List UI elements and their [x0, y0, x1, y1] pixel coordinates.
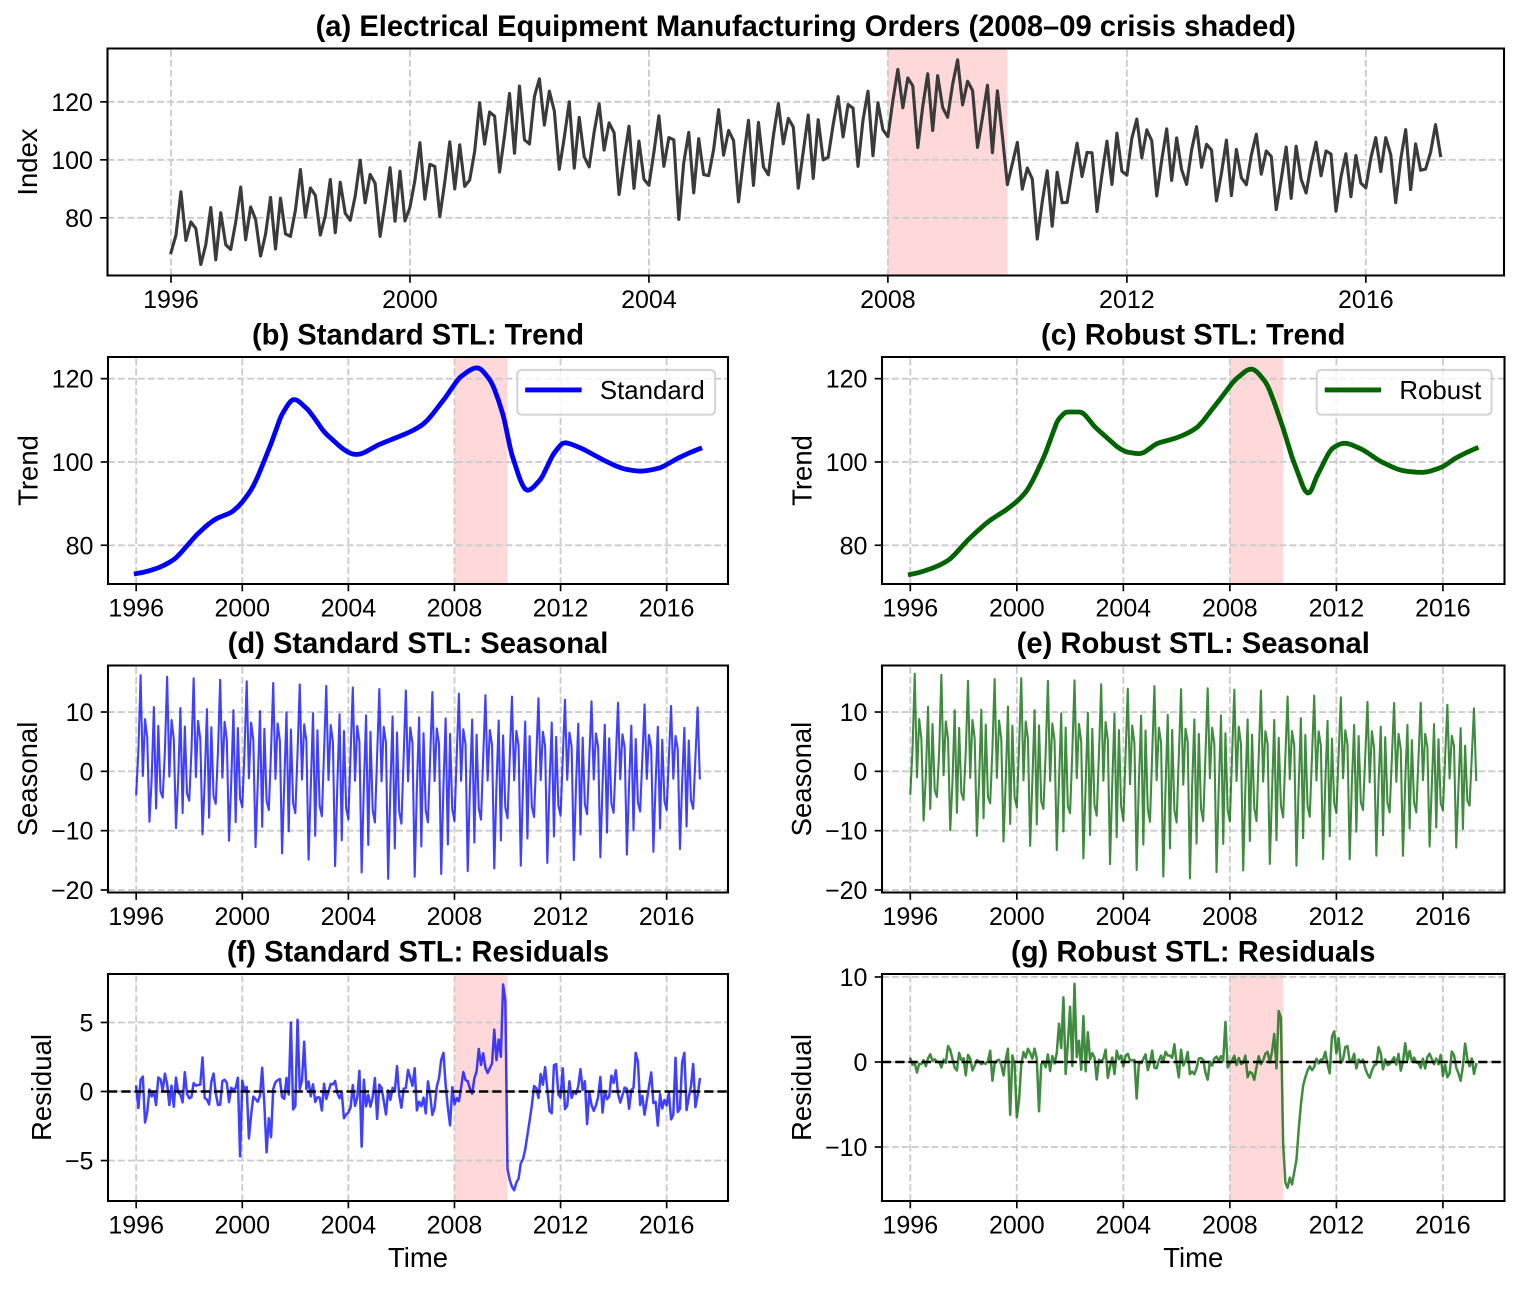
svg-text:2000: 2000 — [989, 903, 1045, 931]
svg-text:−5: −5 — [65, 1148, 94, 1176]
svg-text:1996: 1996 — [108, 595, 164, 623]
svg-text:2008: 2008 — [427, 595, 483, 623]
svg-text:2004: 2004 — [1096, 595, 1152, 623]
svg-text:2016: 2016 — [639, 903, 695, 931]
svg-text:2012: 2012 — [1309, 1212, 1365, 1240]
svg-text:1996: 1996 — [882, 595, 938, 623]
svg-text:1996: 1996 — [882, 1212, 938, 1240]
svg-text:2016: 2016 — [639, 595, 695, 623]
svg-text:(d) Standard STL: Seasonal: (d) Standard STL: Seasonal — [228, 628, 609, 660]
svg-text:2008: 2008 — [860, 286, 916, 314]
svg-text:1996: 1996 — [143, 286, 199, 314]
svg-text:5: 5 — [80, 1010, 94, 1038]
svg-text:80: 80 — [65, 205, 93, 233]
svg-text:Trend: Trend — [787, 435, 818, 506]
svg-text:120: 120 — [52, 366, 94, 394]
svg-text:2008: 2008 — [1202, 595, 1258, 623]
svg-text:2016: 2016 — [639, 1212, 695, 1240]
svg-text:120: 120 — [826, 366, 868, 394]
svg-text:Standard: Standard — [600, 377, 705, 405]
svg-text:2008: 2008 — [427, 1212, 483, 1240]
svg-text:10: 10 — [840, 699, 868, 727]
svg-text:−10: −10 — [51, 818, 93, 846]
svg-text:1996: 1996 — [108, 903, 164, 931]
svg-text:−20: −20 — [51, 877, 93, 905]
svg-text:2000: 2000 — [214, 903, 270, 931]
svg-text:2012: 2012 — [533, 1212, 589, 1240]
svg-text:Robust: Robust — [1399, 377, 1481, 405]
svg-text:Index: Index — [12, 128, 43, 195]
svg-text:(g) Robust STL: Residuals: (g) Robust STL: Residuals — [1011, 937, 1375, 969]
svg-text:Residual: Residual — [26, 1034, 57, 1141]
svg-text:2004: 2004 — [1096, 903, 1152, 931]
svg-text:−10: −10 — [825, 1134, 867, 1162]
svg-text:(e) Robust STL: Seasonal: (e) Robust STL: Seasonal — [1017, 628, 1370, 660]
svg-text:2004: 2004 — [321, 903, 377, 931]
svg-text:10: 10 — [840, 964, 868, 992]
svg-text:2016: 2016 — [1415, 903, 1471, 931]
svg-text:80: 80 — [840, 532, 868, 560]
svg-text:2004: 2004 — [621, 286, 677, 314]
svg-text:100: 100 — [826, 449, 868, 477]
svg-text:2000: 2000 — [214, 1212, 270, 1240]
svg-text:0: 0 — [854, 1049, 868, 1077]
svg-text:(a) Electrical Equipment Manuf: (a) Electrical Equipment Manufacturing O… — [316, 11, 1296, 43]
svg-text:Seasonal: Seasonal — [12, 722, 43, 837]
svg-text:(f) Standard STL: Residuals: (f) Standard STL: Residuals — [227, 937, 609, 969]
svg-text:0: 0 — [80, 1079, 94, 1107]
svg-text:1996: 1996 — [108, 1212, 164, 1240]
svg-text:2000: 2000 — [989, 1212, 1045, 1240]
svg-text:Seasonal: Seasonal — [786, 722, 817, 837]
svg-text:2004: 2004 — [1096, 1212, 1152, 1240]
svg-text:2000: 2000 — [214, 595, 270, 623]
svg-text:2012: 2012 — [533, 903, 589, 931]
svg-text:2012: 2012 — [1099, 286, 1155, 314]
svg-text:1996: 1996 — [882, 903, 938, 931]
svg-text:−20: −20 — [825, 877, 867, 905]
svg-text:100: 100 — [51, 147, 93, 175]
svg-text:2004: 2004 — [321, 595, 377, 623]
svg-text:120: 120 — [51, 89, 93, 117]
svg-text:2016: 2016 — [1338, 286, 1394, 314]
svg-text:Time: Time — [388, 1242, 448, 1273]
svg-text:−10: −10 — [825, 818, 867, 846]
svg-text:2012: 2012 — [533, 595, 589, 623]
svg-text:2016: 2016 — [1415, 595, 1471, 623]
svg-text:2000: 2000 — [382, 286, 438, 314]
svg-text:0: 0 — [80, 758, 94, 786]
svg-text:2000: 2000 — [989, 595, 1045, 623]
svg-text:10: 10 — [66, 699, 94, 727]
svg-text:2008: 2008 — [1202, 1212, 1258, 1240]
svg-text:2012: 2012 — [1309, 595, 1365, 623]
svg-text:80: 80 — [66, 532, 94, 560]
svg-text:100: 100 — [52, 449, 94, 477]
svg-text:2016: 2016 — [1415, 1212, 1471, 1240]
svg-text:(b) Standard STL: Trend: (b) Standard STL: Trend — [252, 319, 584, 351]
svg-text:(c) Robust STL: Trend: (c) Robust STL: Trend — [1041, 319, 1346, 351]
svg-text:2012: 2012 — [1309, 903, 1365, 931]
svg-text:0: 0 — [854, 758, 868, 786]
svg-text:2008: 2008 — [427, 903, 483, 931]
svg-text:2008: 2008 — [1202, 903, 1258, 931]
svg-text:2004: 2004 — [321, 1212, 377, 1240]
svg-text:Trend: Trend — [13, 435, 44, 506]
svg-text:Residual: Residual — [786, 1034, 817, 1141]
svg-text:Time: Time — [1163, 1242, 1223, 1273]
